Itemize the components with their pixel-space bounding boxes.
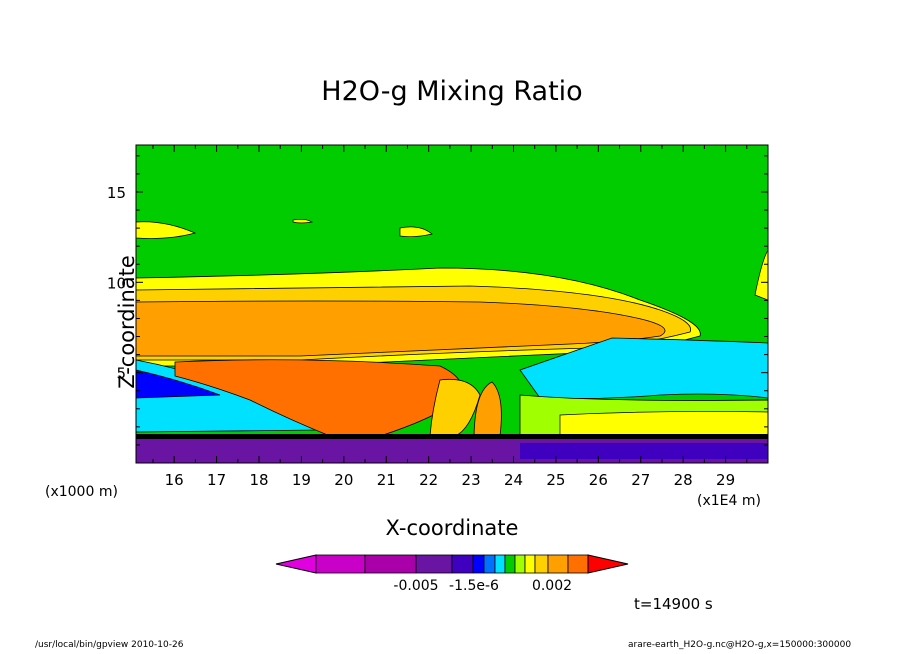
colorbar: -0.005 -1.5e-6 0.002 [275, 554, 629, 594]
colorbar-swatch [504, 554, 516, 574]
x-tick-label: 17 [207, 471, 226, 489]
colorbar-label: 0.002 [532, 578, 572, 594]
colorbar-swatch [494, 554, 506, 574]
colorbar-min-arrow [275, 554, 317, 574]
y-axis-label: Z-coordinate [114, 255, 139, 389]
convective-column [473, 381, 502, 437]
contour-field [136, 145, 768, 463]
upper-patch [136, 221, 197, 239]
y-axis-unit: (x1000 m) [45, 484, 118, 500]
x-axis-unit: (x1E4 m) [697, 493, 761, 509]
upper-patch [399, 226, 433, 238]
colorbar-swatch [547, 554, 569, 574]
y-tick-label: 15 [107, 184, 126, 202]
x-tick-label: 22 [419, 471, 438, 489]
x-tick-label: 20 [334, 471, 353, 489]
lower-right-yellow [559, 411, 768, 437]
colorbar-swatch [534, 554, 549, 574]
outflow-layer [136, 300, 666, 357]
x-axis-label: X-coordinate [385, 516, 519, 540]
y-tick-label: 5 [116, 365, 126, 383]
y-axis: 5 10 15 [107, 155, 768, 446]
upper-patch [292, 218, 314, 224]
x-tick-label: 21 [377, 471, 396, 489]
boundary-line [136, 434, 768, 439]
colorbar-swatch [483, 554, 496, 574]
colorbar-label: -1.5e-6 [449, 578, 499, 594]
colorbar-swatch [451, 554, 474, 574]
time-stamp: t=14900 s [634, 595, 713, 613]
colorbar-swatch [524, 554, 536, 574]
plot-frame [135, 144, 769, 464]
bottom-band-right [520, 443, 768, 459]
colorbar-swatch [364, 554, 417, 574]
y-tick-label: 10 [107, 274, 126, 292]
x-tick-label: 18 [249, 471, 268, 489]
x-axis: 16 17 18 19 20 21 22 23 24 25 26 27 28 29 [152, 145, 748, 489]
x-tick-label: 25 [546, 471, 565, 489]
colorbar-swatch [567, 554, 589, 574]
colorbar-label: -0.005 [393, 578, 438, 594]
x-tick-label: 23 [462, 471, 481, 489]
chart-title: H2O-g Mixing Ratio [321, 76, 583, 107]
x-tick-label: 24 [504, 471, 523, 489]
colorbar-swatch [315, 554, 366, 574]
x-tick-label: 19 [292, 471, 311, 489]
convective-column [429, 378, 481, 437]
x-tick-label: 16 [165, 471, 184, 489]
colorbar-swatch [472, 554, 485, 574]
x-tick-label: 27 [631, 471, 650, 489]
x-tick-label: 28 [674, 471, 693, 489]
x-tick-label: 26 [589, 471, 608, 489]
footer-file: arare-earth_H2O-g.nc@H2O-g,x=150000:3000… [628, 640, 852, 650]
x-tick-label: 29 [716, 471, 735, 489]
colorbar-max-arrow [587, 554, 629, 574]
blue-patch [136, 369, 221, 399]
colorbar-swatch [514, 554, 526, 574]
colorbar-swatch [415, 554, 453, 574]
footer-path: /usr/local/bin/gpview 2010-10-26 [35, 640, 184, 650]
edge-patch [754, 249, 768, 301]
